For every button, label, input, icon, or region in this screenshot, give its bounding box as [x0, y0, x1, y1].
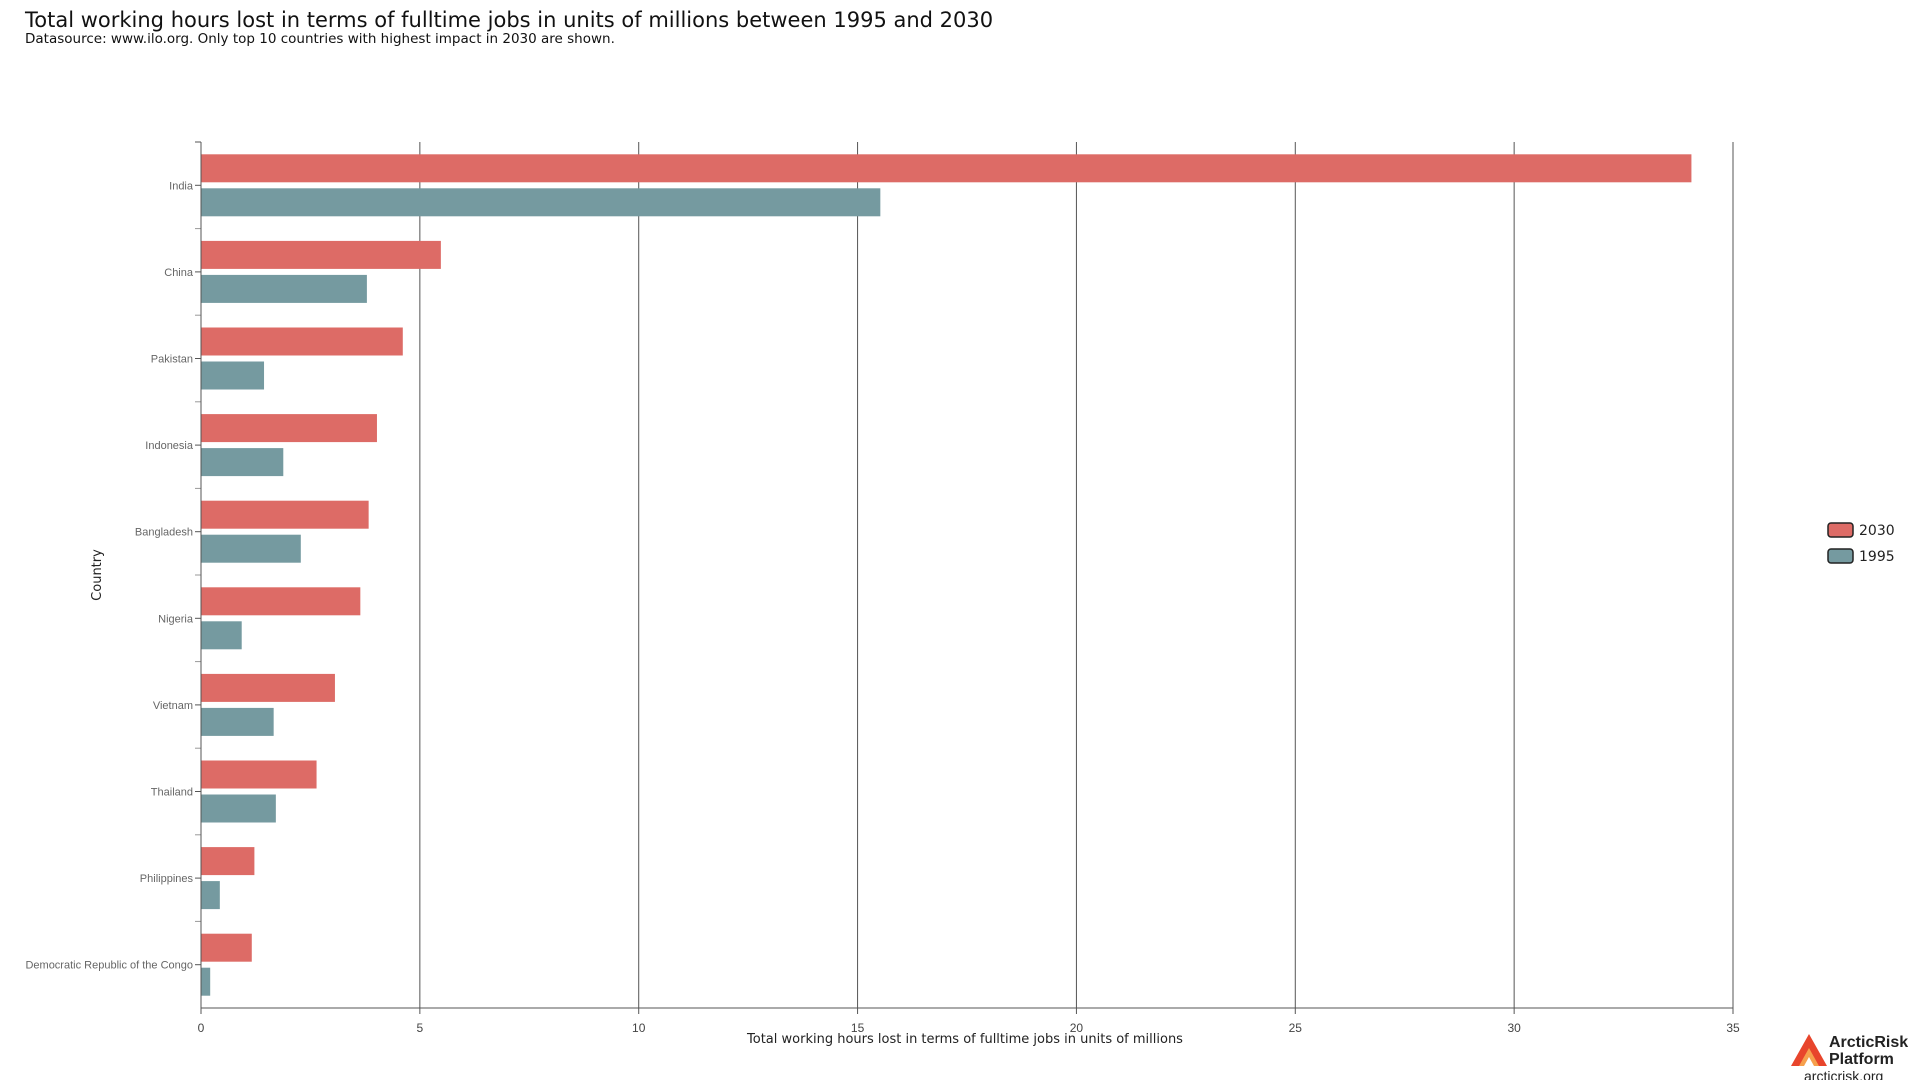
x-tick-label: 20 [1070, 1021, 1084, 1035]
bar-2030-bangladesh[interactable] [201, 500, 369, 529]
grid-lines [419, 142, 1734, 1008]
y-tick-label: Vietnam [153, 700, 193, 712]
logo-url: arcticrisk.org [1804, 1068, 1884, 1080]
logo-name-line2: Platform [1829, 1051, 1894, 1068]
bars [201, 154, 1692, 996]
bar-2030-vietnam[interactable] [201, 673, 335, 702]
bar-1995-nigeria[interactable] [201, 621, 242, 650]
legend: 2030 1995 [1827, 522, 1895, 565]
bar-2030-thailand[interactable] [201, 760, 317, 789]
bar-1995-indonesia[interactable] [201, 448, 284, 477]
legend-swatch-1995[interactable] [1827, 548, 1854, 564]
y-tick-label: India [169, 180, 194, 192]
bar-2030-pakistan[interactable] [201, 327, 403, 356]
axes [195, 141, 1734, 1014]
y-tick-label: Pakistan [151, 354, 193, 366]
y-tick-label: Indonesia [145, 440, 194, 452]
x-tick-label: 10 [632, 1021, 646, 1035]
tick-labels: 0 5 10 15 20 25 30 35 India China Pakistan Indonesi… [25, 180, 1740, 1035]
bar-2030-india[interactable] [201, 154, 1692, 183]
y-tick-label: Nigeria [158, 613, 194, 625]
bar-1995-india[interactable] [201, 188, 881, 217]
x-tick-label: 5 [417, 1021, 424, 1035]
legend-swatch-2030[interactable] [1827, 522, 1854, 538]
chart-title: Total working hours lost in terms of ful… [25, 8, 994, 32]
bar-1995-vietnam[interactable] [201, 707, 274, 736]
bar-1995-democratic-republic-of-the-congo[interactable] [201, 967, 211, 996]
x-tick-label: 30 [1507, 1021, 1521, 1035]
y-tick-label: Thailand [151, 787, 193, 799]
bar-2030-philippines[interactable] [201, 847, 255, 876]
logo-name-line1: ArcticRisk [1829, 1034, 1909, 1051]
bar-1995-china[interactable] [201, 274, 367, 303]
y-axis-title: Country [90, 549, 105, 601]
x-axis-title: Total working hours lost in terms of ful… [746, 1032, 1183, 1047]
bar-2030-china[interactable] [201, 240, 441, 269]
bar-1995-thailand[interactable] [201, 794, 276, 823]
legend-label-2030[interactable]: 2030 [1859, 523, 1895, 539]
x-tick-label: 25 [1289, 1021, 1303, 1035]
y-tick-label: Democratic Republic of the Congo [25, 960, 193, 972]
bar-1995-bangladesh[interactable] [201, 534, 301, 563]
bar-2030-indonesia[interactable] [201, 414, 377, 443]
y-tick-label: Philippines [140, 873, 194, 885]
bar-2030-democratic-republic-of-the-congo[interactable] [201, 933, 252, 962]
chart-subtitle: Datasource: www.ilo.org. Only top 10 cou… [25, 31, 615, 47]
legend-label-1995[interactable]: 1995 [1859, 549, 1895, 565]
arcticrisk-logo-icon [1791, 1034, 1827, 1066]
bar-1995-philippines[interactable] [201, 881, 220, 910]
bar-2030-nigeria[interactable] [201, 587, 361, 616]
bar-1995-pakistan[interactable] [201, 361, 265, 390]
x-tick-label: 0 [198, 1021, 205, 1035]
arcticrisk-logo: ArcticRisk Platform arcticrisk.org [1789, 1034, 1914, 1080]
y-tick-label: China [164, 267, 194, 279]
x-tick-label: 35 [1726, 1021, 1740, 1035]
x-tick-label: 15 [851, 1021, 865, 1035]
y-tick-label: Bangladesh [135, 527, 193, 539]
